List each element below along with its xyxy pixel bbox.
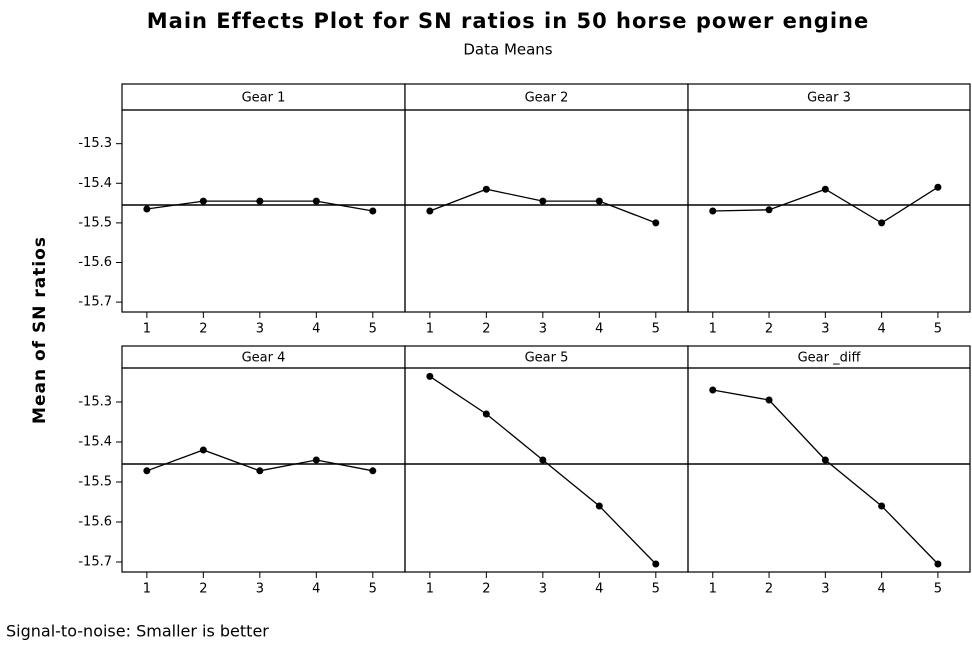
panel-frame: [121, 109, 406, 313]
y-tick-label: -15.3: [78, 136, 112, 151]
x-tick-label: 3: [821, 582, 829, 597]
point: [539, 197, 547, 205]
point: [709, 386, 717, 394]
panel-title: Gear 2: [525, 91, 569, 106]
point: [821, 185, 829, 193]
x-tick-label: 2: [199, 322, 207, 337]
x-tick-label: 1: [426, 322, 434, 337]
line: [712, 389, 939, 565]
panel-title: Gear 5: [525, 351, 569, 366]
point: [821, 456, 829, 464]
panel-frame: [404, 367, 689, 573]
point: [369, 467, 377, 475]
point: [539, 456, 547, 464]
x-tick-label: 2: [482, 582, 490, 597]
point: [878, 502, 886, 510]
x-tick-label: 5: [369, 322, 377, 337]
point: [709, 207, 717, 215]
point: [482, 185, 490, 193]
chart-title: Main Effects Plot for SN ratios in 50 ho…: [147, 9, 869, 33]
panel-title: Gear 1: [242, 91, 286, 106]
x-tick-label: 3: [256, 582, 264, 597]
point: [652, 560, 660, 568]
point: [199, 197, 207, 205]
point: [595, 502, 603, 510]
point: [652, 219, 660, 227]
x-tick-label: 2: [482, 322, 490, 337]
x-tick-label: 4: [595, 322, 603, 337]
panel-frame: [687, 109, 971, 313]
x-tick-label: 5: [369, 582, 377, 597]
panel-frame: [687, 367, 971, 573]
y-tick-label: -15.7: [78, 555, 112, 570]
x-tick-label: 2: [765, 582, 773, 597]
point: [143, 205, 151, 213]
point: [312, 197, 320, 205]
y-tick-label: -15.3: [78, 395, 112, 410]
point: [426, 372, 434, 380]
x-tick-label: 1: [143, 322, 151, 337]
x-tick-label: 1: [143, 582, 151, 597]
panel-frame: [404, 109, 689, 313]
y-axis-label: Mean of SN ratios: [30, 236, 50, 424]
line: [429, 375, 657, 565]
x-tick-label: 4: [877, 322, 885, 337]
point: [765, 206, 773, 214]
panel-title: Gear 3: [807, 91, 851, 106]
x-tick-label: 3: [539, 582, 547, 597]
panel-title: Gear _diff: [798, 351, 862, 366]
footnote: Signal-to-noise: Smaller is better: [6, 622, 269, 641]
point: [934, 183, 942, 191]
point: [595, 197, 603, 205]
y-tick-label: -15.5: [78, 215, 112, 230]
point: [369, 207, 377, 215]
point: [256, 467, 264, 475]
point: [878, 219, 886, 227]
x-tick-label: 2: [765, 322, 773, 337]
x-tick-label: 3: [539, 322, 547, 337]
point: [256, 197, 264, 205]
x-tick-label: 3: [821, 322, 829, 337]
x-tick-label: 1: [426, 582, 434, 597]
x-tick-label: 1: [709, 582, 717, 597]
x-tick-label: 1: [709, 322, 717, 337]
x-tick-label: 2: [199, 582, 207, 597]
point: [765, 396, 773, 404]
chart-subtitle: Data Means: [463, 41, 552, 59]
x-tick-label: 5: [652, 322, 660, 337]
point: [199, 446, 207, 454]
panel-header: [687, 83, 971, 111]
point: [426, 207, 434, 215]
x-tick-label: 4: [877, 582, 885, 597]
x-tick-label: 5: [652, 582, 660, 597]
y-tick-label: -15.4: [78, 176, 112, 191]
y-tick-label: -15.4: [78, 435, 112, 450]
point: [482, 410, 490, 418]
x-tick-label: 4: [312, 582, 320, 597]
y-tick-label: -15.6: [78, 515, 112, 530]
point: [143, 467, 151, 475]
point: [934, 560, 942, 568]
y-tick-label: -15.5: [78, 475, 112, 490]
panel-title: Gear 4: [242, 351, 286, 366]
point: [312, 456, 320, 464]
x-tick-label: 3: [256, 322, 264, 337]
x-tick-label: 5: [934, 322, 942, 337]
line: [429, 188, 657, 224]
panel-header: [121, 83, 406, 111]
y-tick-label: -15.6: [78, 255, 112, 270]
x-tick-label: 4: [595, 582, 603, 597]
y-tick-label: -15.7: [78, 295, 112, 310]
x-tick-label: 5: [934, 582, 942, 597]
x-tick-label: 4: [312, 322, 320, 337]
panel-header: [404, 83, 689, 111]
